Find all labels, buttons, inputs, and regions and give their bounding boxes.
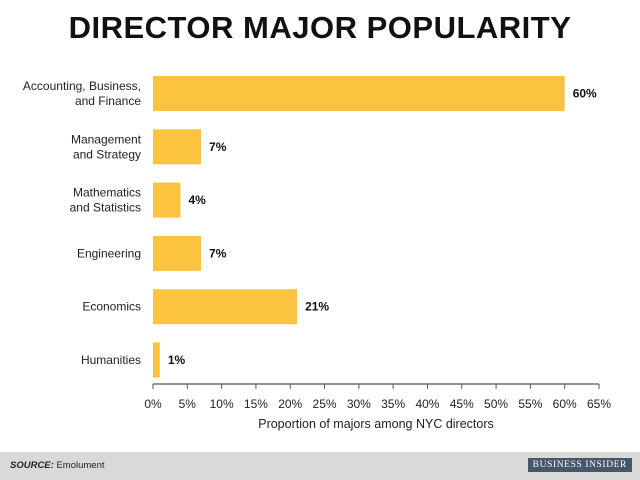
category-labels: Accounting, Business, and Finance Manageme… [23,79,142,367]
x-tick-label: 0% [144,397,162,411]
x-tick-label: 15% [244,397,268,411]
bar [153,342,160,378]
brand-logo: BUSINESS INSIDER [527,458,632,472]
value-label: 1% [168,353,186,367]
x-tick-label: 65% [587,397,611,411]
x-tick-label: 25% [313,397,337,411]
value-label: 4% [188,193,206,207]
category-label-line: Management [71,132,142,146]
category-label-line: Humanities [81,353,141,367]
x-axis-ticks: 0% 5% 10% 15% 20% 25% 30% 35% 40% 45% 50% 55% 60% 65% [144,384,611,411]
x-tick-label: 30% [347,397,371,411]
value-label: 7% [209,140,227,154]
chart-title: DIRECTOR MAJOR POPULARITY [68,10,572,45]
category-label-line: Mathematics [73,186,141,200]
category-label: Management and Strategy [71,132,142,161]
value-labels: 60% 7% 4% 7% 21% 1% [168,87,597,368]
x-tick-label: 20% [278,397,302,411]
x-tick-label: 5% [179,397,197,411]
x-tick-label: 60% [553,397,577,411]
category-label-line: and Strategy [73,147,141,161]
category-label: Economics [82,300,141,314]
bar [153,182,181,218]
bars-layer [153,76,565,378]
category-label: Engineering [77,246,141,260]
bar [153,76,565,111]
source-note: SOURCE: Emolument [10,460,105,471]
category-label-line: Accounting, Business, [23,79,141,93]
bar [153,235,202,271]
value-label: 60% [573,87,597,101]
category-label: Humanities [81,353,141,367]
category-label: Accounting, Business, and Finance [23,79,141,108]
category-label-line: Economics [82,300,141,314]
x-axis-title: Proportion of majors among NYC directors [258,417,494,431]
value-label: 21% [305,300,329,314]
x-tick-label: 55% [518,397,542,411]
x-tick-label: 35% [381,397,405,411]
source-value: Emolument [56,460,105,471]
x-tick-label: 10% [210,397,234,411]
x-tick-label: 40% [415,397,439,411]
bar [153,129,202,165]
bar-chart: Accounting, Business, and Finance Manageme… [23,76,611,431]
category-label-line: and Statistics [70,201,141,215]
category-label-line: Engineering [77,246,141,260]
value-label: 7% [209,246,227,260]
x-tick-label: 50% [484,397,508,411]
category-label-line: and Finance [75,94,141,108]
footer: SOURCE: Emolument BUSINESS INSIDER [0,452,640,480]
x-tick-label: 45% [450,397,474,411]
category-label: Mathematics and Statistics [70,186,141,215]
bar [153,289,298,325]
source-label: SOURCE: [10,460,54,471]
